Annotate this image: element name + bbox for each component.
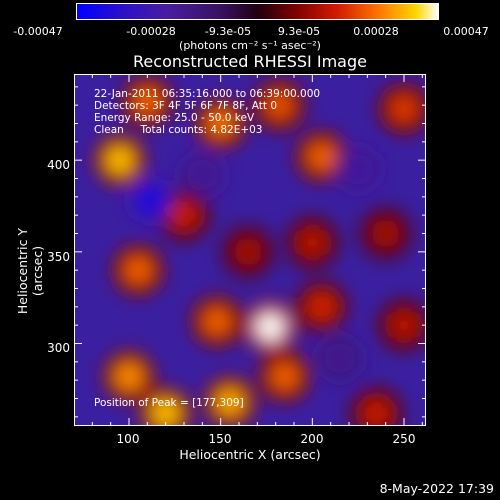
y-tick-label: 300 xyxy=(47,341,70,355)
heatmap-hotspot xyxy=(133,87,162,116)
x-tick-label: 100 xyxy=(116,432,140,446)
colorbar xyxy=(76,3,439,20)
heatmap-hotspot xyxy=(151,399,180,426)
y-tick-label: 400 xyxy=(47,158,70,172)
footer-timestamp: 8-May-2022 17:39 xyxy=(379,481,494,496)
heatmap-blobs xyxy=(93,75,426,426)
heatmap-hotspot xyxy=(105,146,134,175)
x-tick-label: 250 xyxy=(392,432,416,446)
x-axis-label: Heliocentric X (arcsec) xyxy=(179,447,321,462)
heatmap-hotspot xyxy=(270,362,299,391)
heatmap-hotspot xyxy=(215,388,244,417)
x-tick-label: 200 xyxy=(300,432,324,446)
colorbar-tick: 0.00028 xyxy=(353,25,399,38)
heatmap-hotspot xyxy=(170,201,198,230)
colorbar-tick: 9.3e-05 xyxy=(277,25,321,38)
colorbar-units: (photons cm⁻² s⁻¹ asec⁻²) xyxy=(179,39,321,52)
info-energy: Energy Range: 25.0 - 50.0 keV xyxy=(94,112,255,124)
heatmap-hotspot xyxy=(137,186,165,215)
colorbar-tick: 0.00047 xyxy=(443,25,489,38)
x-tick-label: 150 xyxy=(208,432,232,446)
heatmap-hotspot xyxy=(307,142,336,171)
chart-title: Reconstructed RHESSI Image xyxy=(133,52,367,71)
heatmap-hotspot xyxy=(256,313,285,341)
y-axis-label: Heliocentric Y (arcsec) xyxy=(15,227,45,315)
heatmap-hotspot xyxy=(390,94,418,123)
heatmap-hotspot xyxy=(344,155,373,184)
heatmap-hotspot xyxy=(234,237,263,266)
colorbar-tick: -0.00028 xyxy=(126,25,176,38)
heatmap-hotspot xyxy=(371,219,400,248)
heatmap-hotspot xyxy=(390,311,418,340)
heatmap-hotspot xyxy=(124,256,153,285)
heatmap-hotspot xyxy=(325,344,354,373)
heatmap-hotspot xyxy=(206,109,235,138)
heatmap-hotspot xyxy=(115,362,143,391)
plot-frame xyxy=(74,74,426,426)
peak-position: Position of Peak = [177,309] xyxy=(94,397,244,409)
heatmap-hotspot xyxy=(265,91,294,120)
info-clean: Clean Total counts: 4.82E+03 xyxy=(94,124,263,136)
heatmap-hotspot xyxy=(188,160,217,189)
colorbar-tick: -9.3e-05 xyxy=(204,25,252,38)
y-tick-label: 350 xyxy=(47,250,70,264)
colorbar-tick: -0.00047 xyxy=(13,25,63,38)
heatmap-hotspot xyxy=(298,228,327,257)
heatmap-hotspot xyxy=(203,307,231,336)
heatmap-hotspot xyxy=(307,292,336,321)
heatmap-hotspot xyxy=(362,399,391,426)
info-detectors: Detectors: 3F 4F 5F 6F 7F 8F, Att 0 xyxy=(94,100,278,112)
axis-ticks xyxy=(74,74,426,426)
heatmap-plot xyxy=(74,74,426,426)
info-time-range: 22-Jan-2011 06:35:16.000 to 06:39:00.000 xyxy=(94,88,321,100)
